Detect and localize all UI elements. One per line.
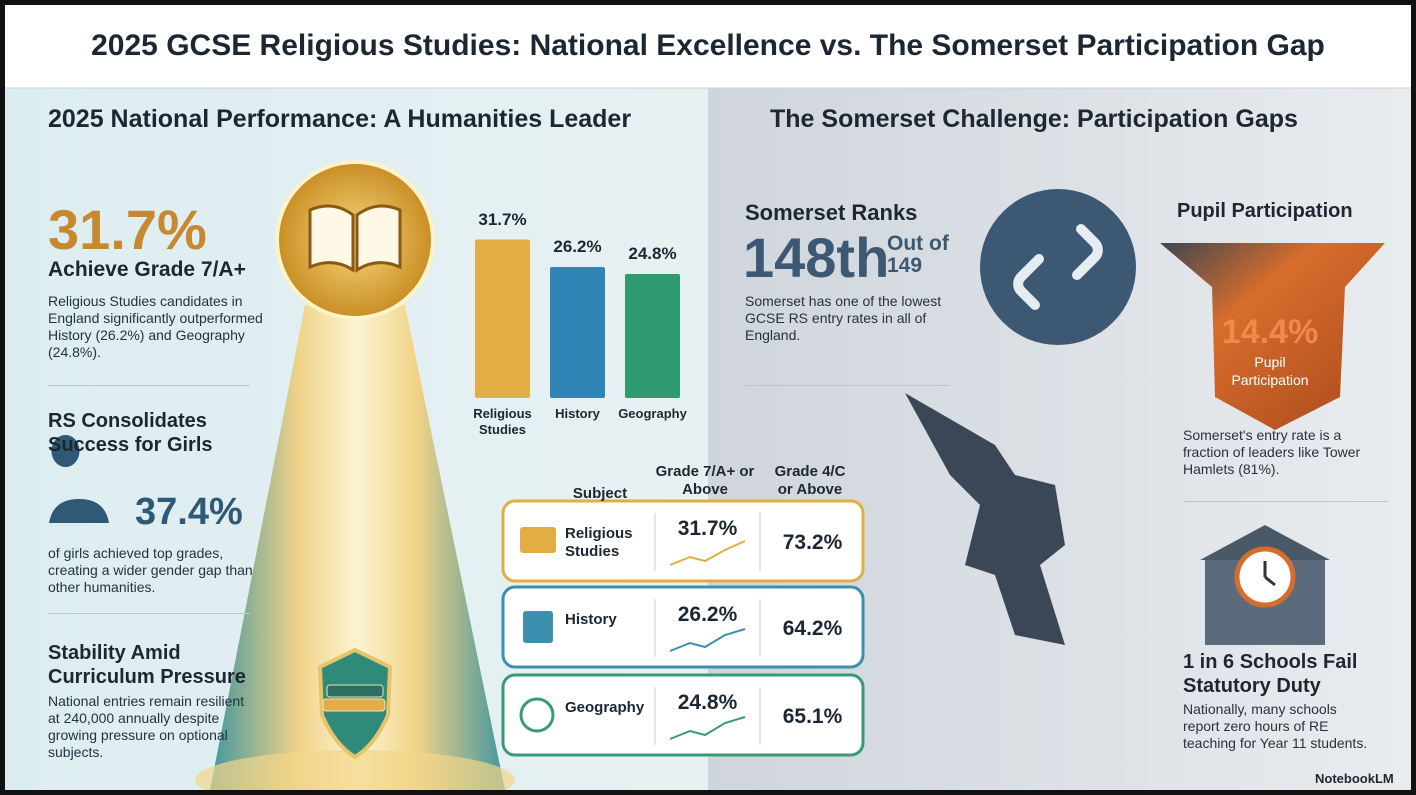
brand: NotebookLM — [1315, 771, 1394, 786]
bar-category-label: Geography — [618, 406, 687, 421]
bar-value-label: 26.2% — [553, 237, 602, 256]
row-icon — [520, 527, 556, 553]
big-stat: 31.7% — [48, 198, 207, 261]
participation-value: 14.4% — [1221, 313, 1319, 351]
bar-category-label: History — [555, 406, 600, 421]
light-beam — [210, 305, 505, 790]
page-title: 2025 GCSE Religious Studies: National Ex… — [91, 29, 1325, 62]
participation-label: Pupil Participation — [1231, 354, 1309, 388]
section-heading: The Somerset Challenge: Participation Ga… — [770, 105, 1298, 133]
bar-chart — [475, 239, 680, 398]
table-header: Grade 7/A+ or Above — [655, 463, 755, 498]
broken-link-icon — [1013, 224, 1103, 310]
bar — [475, 239, 530, 398]
gap-shape — [1160, 243, 1385, 430]
row-icon — [519, 697, 555, 733]
school-roof — [1200, 525, 1330, 560]
stat-text: National entries remain resilient at 240… — [48, 693, 245, 760]
table-cell: 73.2% — [782, 531, 843, 554]
stat-heading: RS Consolidates Success for Girls — [48, 410, 213, 456]
sparkline — [669, 628, 746, 652]
books-icon — [322, 698, 386, 712]
section-heading: 2025 National Performance: A Humanities … — [48, 105, 632, 133]
table-cell: 24.8% — [677, 691, 738, 714]
sparkline — [669, 540, 746, 566]
books-icon — [326, 684, 384, 698]
rank-text: Somerset has one of the lowest GCSE RS e… — [745, 293, 942, 343]
schools-heading: 1 in 6 Schools Fail Statutory Duty — [1183, 651, 1358, 697]
row-icon — [523, 611, 553, 643]
stat-heading: Stability Amid Curriculum Pressure — [48, 642, 246, 688]
stat-label: Achieve Grade 7/A+ — [48, 258, 246, 281]
clock-hands — [1263, 561, 1276, 587]
table-header: Grade 4/C or Above — [774, 463, 846, 498]
table-cell: 26.2% — [677, 603, 738, 626]
participation-text: Somerset's entry rate is a fraction of l… — [1183, 427, 1361, 477]
table-row-box — [501, 499, 865, 583]
table-cell: Religious Studies — [565, 525, 633, 560]
stat-text: Religious Studies candidates in England … — [48, 293, 263, 360]
book-icon — [308, 204, 402, 273]
bar-value-label: 24.8% — [628, 244, 677, 263]
rank-label: Somerset Ranks — [745, 200, 918, 225]
stat-text: of girls achieved top grades, creating a… — [48, 545, 253, 595]
table-row-box — [501, 673, 865, 757]
link-medallion — [980, 189, 1136, 345]
bar — [625, 274, 680, 398]
book-medallion — [275, 160, 435, 320]
table-cell: Geography — [565, 699, 645, 716]
bar — [550, 267, 605, 398]
divider — [745, 385, 950, 386]
divider — [1183, 501, 1388, 502]
rank-value: 148th — [743, 226, 890, 289]
divider — [48, 385, 250, 386]
sparkline — [669, 716, 746, 740]
table-cell: 64.2% — [782, 617, 843, 640]
table-cell: 31.7% — [677, 517, 738, 540]
crack — [905, 393, 1065, 645]
bar-category-label: Religious Studies — [473, 406, 532, 437]
table-header: Subject — [572, 485, 628, 502]
table-cell: 65.1% — [782, 705, 843, 728]
schools-text: Nationally, many schools report zero hou… — [1183, 701, 1368, 751]
divider — [48, 613, 250, 614]
bar-value-label: 31.7% — [478, 209, 527, 229]
infographic: 2025 GCSE Religious Studies: National Ex… — [5, 5, 1411, 790]
rank-of: Out of 149 — [887, 232, 949, 277]
background — [5, 87, 1411, 790]
person-icon — [49, 435, 109, 523]
table-cell: History — [565, 611, 617, 628]
glow — [195, 750, 515, 790]
table-row-box — [501, 585, 865, 669]
participation-heading: Pupil Participation — [1177, 200, 1353, 222]
big-stat: 37.4% — [135, 491, 243, 533]
